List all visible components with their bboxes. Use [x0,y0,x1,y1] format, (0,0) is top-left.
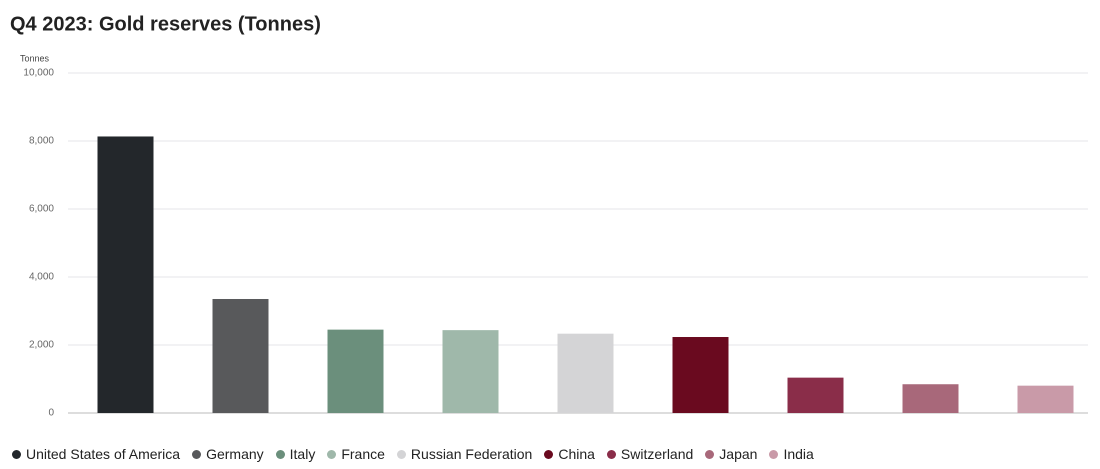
bar [787,377,844,413]
legend-label: China [558,446,595,462]
legend-item: Germany [192,446,264,462]
bar [327,329,384,413]
legend-label: Russian Federation [410,446,533,462]
legend-marker [396,449,406,459]
legend-marker [12,449,21,459]
bar [1017,385,1074,413]
legend-item: Japan [705,446,757,462]
legend-marker [275,449,285,459]
legend-marker [192,449,202,459]
legend-label: India [783,446,814,462]
legend-marker [544,449,554,459]
bar [442,330,499,413]
legend-label: Japan [719,446,758,462]
legend-item: Italy [275,446,316,462]
chart: Q4 2023: Gold reserves (Tonnes) Tonnes 0… [10,13,1088,419]
legend-marker [606,449,616,459]
bar [557,333,614,413]
bar [97,136,154,413]
legend-marker [705,449,715,459]
legend-label: Switzerland [620,446,694,462]
legend-item: United States of America [12,446,180,462]
bar [672,337,729,413]
legend-item: Switzerland [606,446,694,462]
y-tick-label: 0 [48,408,54,419]
legend-item: France [327,446,385,462]
legend-label: Italy [289,446,316,462]
legend-item: Russian Federation [396,446,533,462]
legend: United States of America Germany Italy Fran… [12,446,826,462]
bar [902,384,959,413]
y-tick-label: 2,000 [29,340,54,351]
legend-marker [327,449,337,459]
legend-item: India [769,446,814,462]
legend-item: China [544,446,595,462]
legend-label: Germany [206,446,264,462]
y-tick-label: 8,000 [29,136,54,147]
y-tick-label: 10,000 [23,68,54,79]
legend-marker [769,449,779,459]
y-tick-label: 6,000 [29,204,54,215]
bar [212,298,269,413]
y-axis-label: Tonnes [20,53,50,63]
chart-title: Q4 2023: Gold reserves (Tonnes) [10,13,321,35]
y-tick-label: 4,000 [29,272,54,283]
legend-label: United States of America [26,446,181,462]
legend-label: France [341,446,385,462]
